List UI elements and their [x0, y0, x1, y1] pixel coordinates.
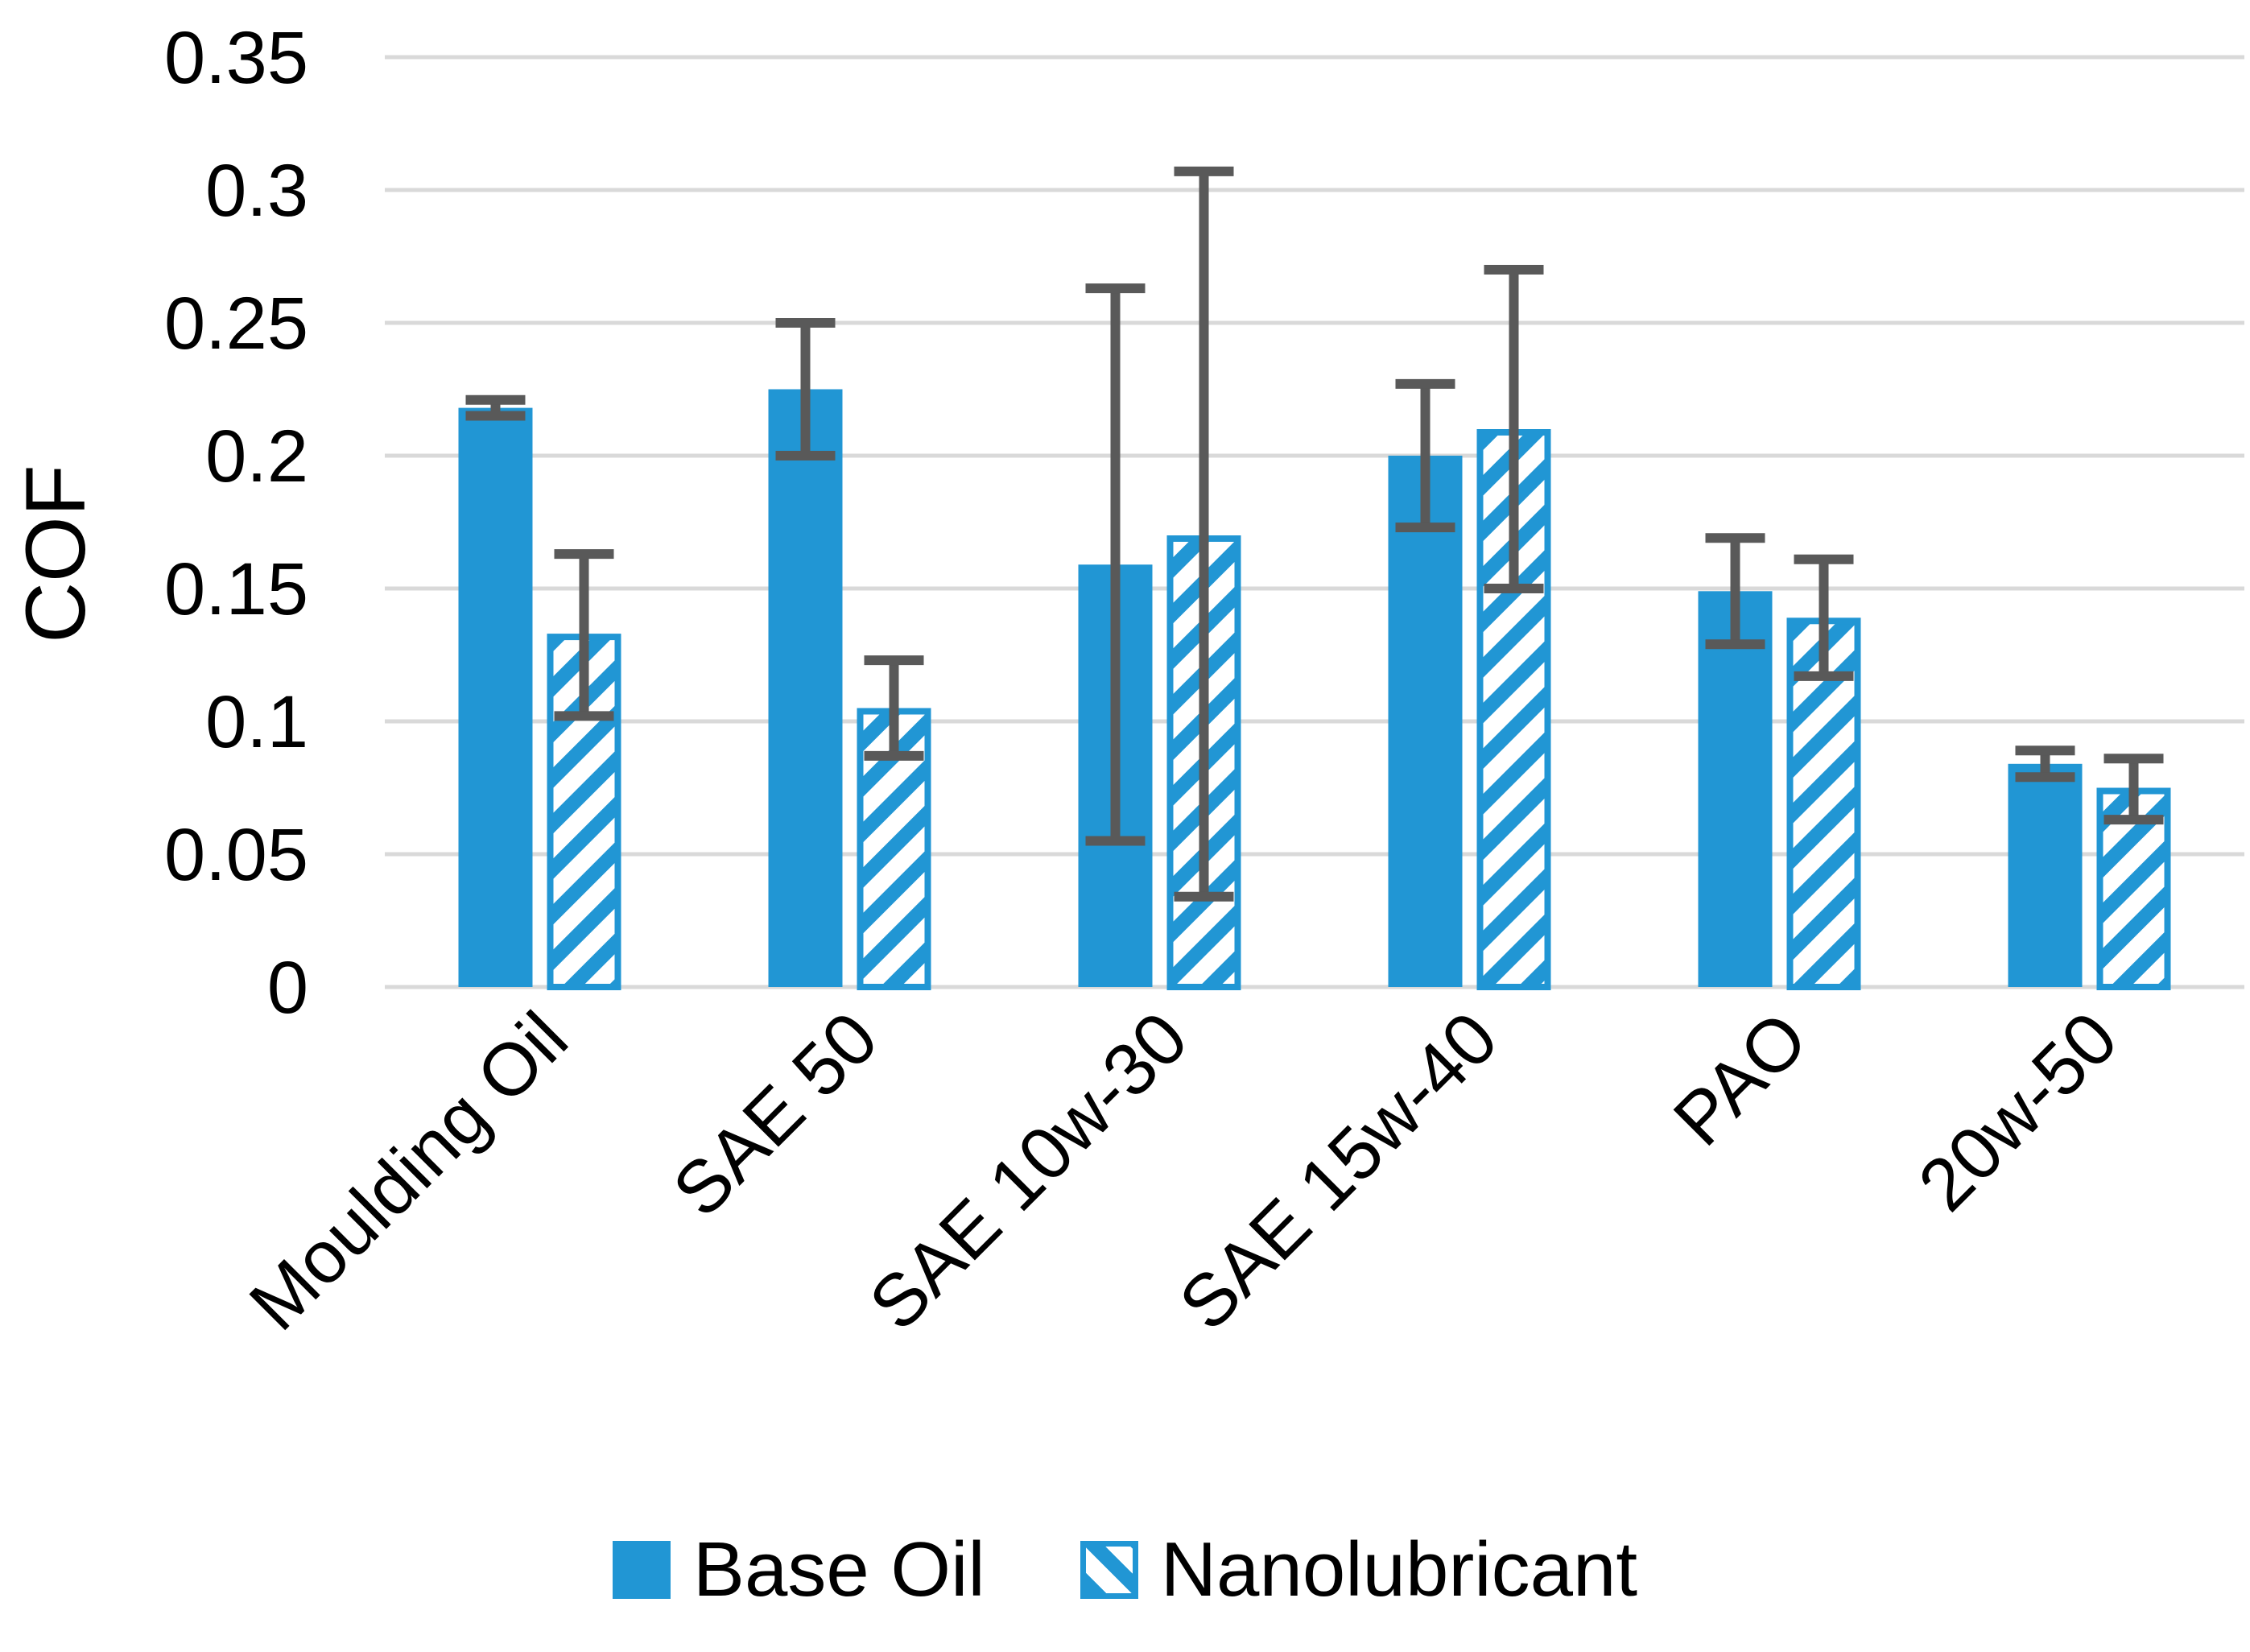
legend-swatch-nanolubricant [1080, 1541, 1138, 1599]
bar-base-oil-pao [1698, 591, 1773, 987]
y-tick-label: 0.05 [164, 814, 308, 896]
y-tick-label: 0.15 [164, 548, 308, 630]
y-tick-label: 0.25 [164, 283, 308, 365]
legend-item-base-oil: Base Oil [612, 1526, 985, 1614]
bars [458, 166, 2171, 990]
bar-base-oil-moulding-oil [458, 407, 533, 988]
bar-base-oil-20w-50 [2008, 763, 2083, 987]
y-tick-label: 0.3 [205, 150, 308, 232]
bar-base-oil-sae-15w-40 [1388, 456, 1463, 987]
bar-base-oil-sae-50 [768, 389, 843, 987]
legend-label-base-oil: Base Oil [692, 1526, 985, 1613]
y-tick-label: 0.35 [164, 17, 308, 99]
x-category-label: SAE 50 [658, 997, 894, 1233]
x-category-label: 20w-50 [1903, 997, 2132, 1226]
bar-nanolubricant-pao [1786, 617, 1861, 990]
y-tick-label: 0.1 [205, 681, 308, 763]
chart-legend: Base Oil Nanolubricant [0, 1526, 2250, 1614]
legend-item-nanolubricant: Nanolubricant [1080, 1526, 1637, 1614]
y-tick-label: 0 [267, 947, 308, 1029]
gridlines [385, 55, 2244, 989]
x-category-label: SAE 15w-40 [1164, 997, 1513, 1346]
x-category-label: PAO [1658, 997, 1823, 1162]
y-tick-label: 0.2 [205, 415, 308, 498]
x-category-label: Moulding Oil [234, 997, 584, 1346]
legend-label-nanolubricant: Nanolubricant [1160, 1526, 1638, 1613]
legend-swatch-base-oil [612, 1541, 671, 1599]
x-category-label: SAE 10w-30 [854, 997, 1203, 1346]
y-tick-labels: 0 0.05 0.1 0.15 0.2 0.25 0.3 0.35 [164, 17, 308, 1029]
